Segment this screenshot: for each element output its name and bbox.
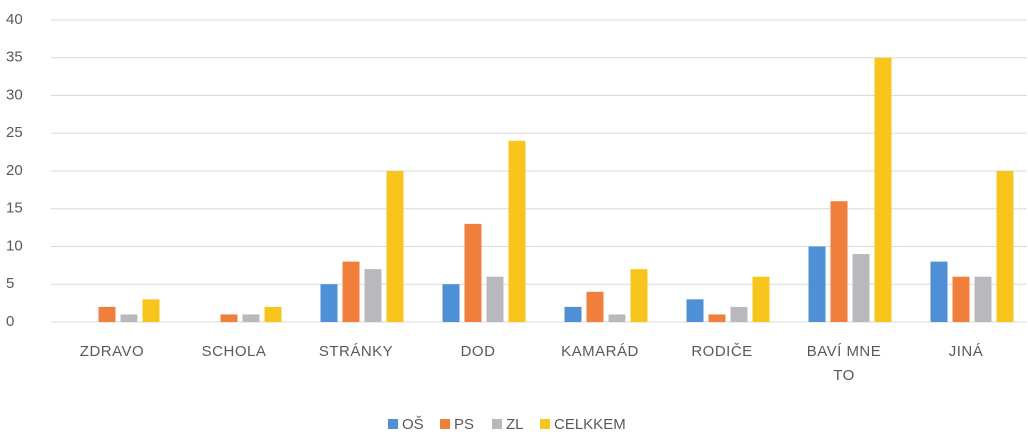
y-tick-label: 40 [6,11,23,28]
bar [364,269,382,322]
y-tick-label: 10 [6,237,23,254]
legend-swatch [440,419,450,429]
bar [996,171,1014,322]
legend-swatch [540,419,550,429]
legend-label: PS [454,416,474,433]
x-tick-label: RODIČE [691,343,753,360]
bar [974,276,992,322]
legend-label: CELKKEM [554,416,626,433]
y-tick-label: 15 [6,200,23,217]
bar [486,276,504,322]
bar [852,254,870,322]
bar [242,314,260,322]
bar [808,246,826,322]
bar [564,306,582,322]
bar [686,299,704,322]
legend-label: OŠ [402,416,424,433]
bar [386,171,404,322]
x-tick-label: JINÁ [948,343,984,360]
y-tick-label: 0 [6,313,14,330]
bar [708,314,726,322]
bar [220,314,238,322]
bar [508,140,526,322]
legend-swatch [388,419,398,429]
x-tick-label: BAVÍ MNE TO [806,343,882,384]
bar [630,269,648,322]
y-tick-label: 25 [6,124,23,141]
bar [586,291,604,322]
legend-label: ZL [506,416,524,433]
x-tick-label: ZDRAVO [79,343,145,360]
bar [930,261,948,322]
bar [264,306,282,322]
bar [464,223,482,322]
bar [730,306,748,322]
bar [608,314,626,322]
bar [120,314,138,322]
bar [752,276,770,322]
y-tick-label: 30 [6,86,23,103]
y-tick-label: 20 [6,162,23,179]
bar [442,284,460,322]
x-tick-label: KAMARÁD [561,343,639,360]
x-tick-label: STRÁNKY [318,343,394,360]
bar [342,261,360,322]
bar [142,299,160,322]
legend-swatch [492,419,502,429]
bar [952,276,970,322]
bar [320,284,338,322]
y-tick-label: 35 [6,49,23,66]
y-tick-label: 5 [6,275,14,292]
bar [98,306,116,322]
x-tick-label: SCHOLA [201,343,267,360]
x-tick-label: DOD [460,343,496,360]
bar [830,201,848,322]
bar [874,57,892,322]
